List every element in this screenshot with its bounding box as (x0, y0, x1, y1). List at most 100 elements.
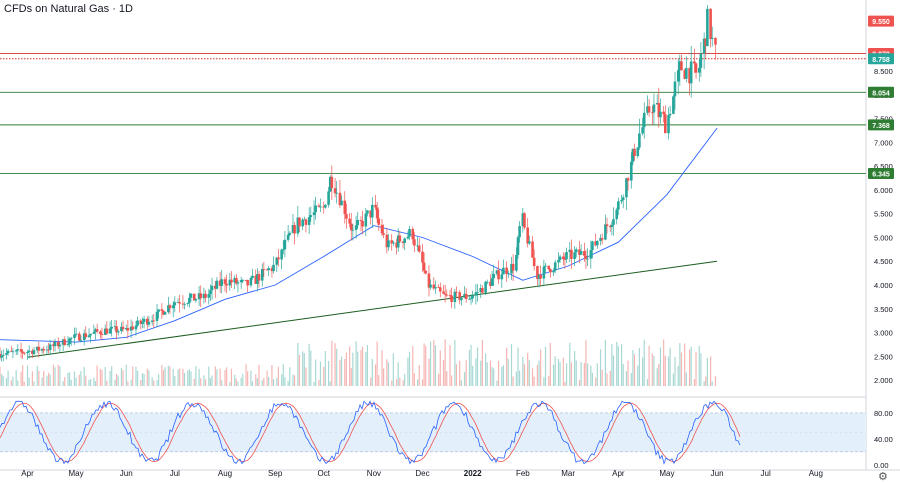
candle-body (668, 113, 672, 116)
volume-bar (344, 358, 346, 386)
price-label-text: 8.758 (872, 57, 890, 64)
price-label-badge (868, 15, 894, 27)
volume-bar (591, 372, 594, 386)
volume-bar (135, 366, 137, 386)
candle-body (280, 249, 283, 260)
volume-bar (438, 373, 440, 386)
volume-bar (318, 379, 320, 386)
candle-body (283, 239, 287, 250)
volume-bar (234, 374, 236, 386)
moving-average-line (0, 127, 718, 343)
candle-body (189, 293, 193, 298)
volume-bar (188, 369, 190, 386)
volume-bar (402, 380, 404, 386)
volume-bar (515, 371, 517, 386)
volume-bar (319, 361, 322, 386)
candle-body (584, 255, 588, 259)
candle-body (16, 349, 20, 351)
candle-body (124, 328, 128, 330)
volume-bar (690, 346, 692, 386)
volume-bar (627, 360, 629, 386)
candle-body (377, 218, 381, 225)
volume-bar (289, 367, 291, 386)
volume-bar (562, 357, 564, 386)
gear-icon[interactable]: ⚙ (878, 470, 888, 483)
volume-bar (208, 366, 210, 386)
candle-body (610, 224, 614, 228)
volume-bar (646, 379, 649, 386)
volume-bar (664, 355, 666, 386)
candle-body (506, 273, 510, 275)
candle-body (392, 242, 395, 244)
volume-bar (501, 366, 503, 386)
candle-body (408, 228, 411, 237)
volume-bar (216, 369, 218, 386)
candle-body (194, 299, 198, 301)
volume-bar (536, 364, 539, 386)
candle-body (463, 293, 466, 298)
volume-bar (355, 341, 357, 386)
candle-body (26, 352, 29, 353)
candle-body (427, 273, 431, 288)
volume-bar (543, 377, 545, 386)
volume-bar (517, 347, 519, 386)
volume-bar (371, 358, 373, 386)
volume-bar (468, 350, 471, 386)
volume-bar (221, 380, 223, 386)
candle-body (142, 318, 146, 323)
volume-bar (172, 368, 174, 386)
candle-body (629, 161, 633, 181)
volume-bar (630, 372, 632, 386)
candle-body (73, 334, 76, 338)
candle-body (557, 259, 560, 263)
volume-bar (125, 364, 127, 386)
price-label-text: 8.054 (872, 90, 890, 97)
volume-bar (235, 378, 237, 386)
price-tick-label: 8.500 (874, 67, 893, 76)
candle-body (599, 238, 602, 242)
volume-bar (711, 381, 713, 386)
volume-bar (99, 368, 101, 386)
candle-body (595, 241, 599, 246)
volume-bar (177, 369, 179, 386)
candle-body (492, 273, 496, 279)
volume-bar (465, 360, 467, 386)
candle-body (469, 298, 473, 300)
volume-bar (313, 381, 315, 386)
candle-body (168, 305, 172, 309)
volume-bar (43, 370, 45, 386)
candle-body (178, 302, 181, 304)
candle-body (66, 343, 70, 345)
volume-bar (599, 349, 602, 386)
volume-bar (470, 344, 472, 386)
volume-bar (698, 345, 700, 386)
volume-bar (386, 359, 388, 386)
candle-body (307, 217, 311, 225)
candle-body (333, 188, 337, 194)
price-tick-label: 5.000 (874, 233, 893, 242)
volume-bar (284, 377, 286, 386)
candle-body (188, 297, 191, 304)
volume-bar (395, 379, 398, 386)
volume-bar (10, 380, 12, 386)
volume-bar (540, 349, 542, 386)
price-label-text: 7.368 (872, 123, 890, 130)
volume-bar (268, 376, 270, 386)
volume-bar (633, 354, 636, 386)
candle-body (505, 267, 508, 275)
volume-bar (151, 377, 153, 386)
price-tick-label: 6.000 (874, 186, 893, 195)
volume-bar (444, 339, 446, 386)
candle-body (277, 257, 280, 260)
candle-body (340, 200, 343, 206)
volume-bar (693, 378, 696, 386)
volume-bar (54, 367, 56, 386)
volume-bar (442, 359, 445, 386)
candle-body (265, 269, 269, 271)
volume-bar (399, 377, 401, 386)
candle-body (502, 267, 505, 275)
volume-bar (7, 370, 9, 386)
volume-bar (637, 365, 639, 386)
time-tick-label: Jul (170, 469, 180, 478)
